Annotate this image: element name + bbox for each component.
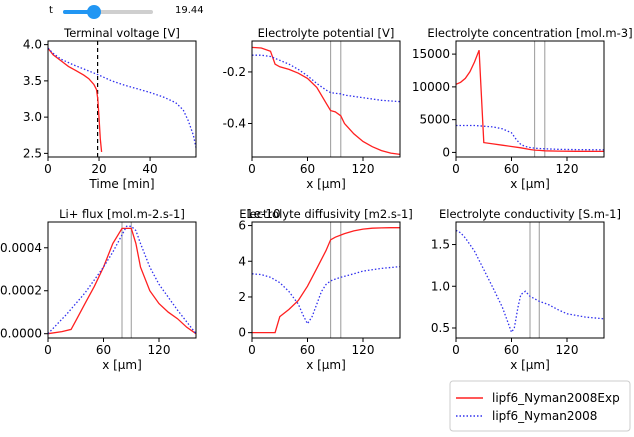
x-axis-label: x [μm] bbox=[102, 358, 142, 372]
subplot-title: Electrolyte potential [V] bbox=[258, 26, 395, 40]
y-tick-label: 0 bbox=[238, 326, 246, 340]
x-tick-label: 120 bbox=[352, 343, 375, 357]
y-tick-label: 3.5 bbox=[23, 74, 42, 88]
axes-frame bbox=[251, 40, 401, 158]
x-tick-label: 0 bbox=[452, 162, 460, 176]
x-axis-label: x [μm] bbox=[510, 177, 550, 191]
x-tick-label: 0 bbox=[44, 162, 52, 176]
y-tick-label: 1.5 bbox=[431, 238, 450, 252]
x-tick-label: 60 bbox=[300, 162, 315, 176]
series-line-lipf6-nyman2008exp bbox=[251, 46, 401, 156]
x-axis-label: x [μm] bbox=[306, 358, 346, 372]
x-tick-label: 60 bbox=[504, 343, 519, 357]
subplot-6: Electrolyte conductivity [S.m-1] 0 60 120 0.… bbox=[431, 207, 621, 372]
y-tick-label: 0.0000 bbox=[0, 327, 42, 341]
subplot-title: Electrolyte diffusivity [m2.s-1] bbox=[239, 207, 413, 221]
y-tick-label: 0 bbox=[442, 145, 450, 159]
time-slider[interactable]: t 19.44 bbox=[0, 0, 220, 24]
time-slider-fill bbox=[63, 10, 94, 14]
subplot-3: Electrolyte concentration [mol.m-3] 0 60 12… bbox=[412, 26, 633, 191]
series-line-lipf6-nyman2008 bbox=[47, 225, 197, 335]
y-tick-label: 2 bbox=[238, 290, 246, 304]
axes-frame bbox=[455, 40, 605, 158]
y-tick-label: 4.0 bbox=[23, 38, 42, 52]
x-tick-label: 0 bbox=[452, 343, 460, 357]
subplot-title: Li+ flux [mol.m-2.s-1] bbox=[59, 207, 185, 221]
x-tick-label: 120 bbox=[148, 343, 171, 357]
x-tick-label: 40 bbox=[142, 162, 157, 176]
series-line-lipf6-nyman2008exp bbox=[455, 49, 605, 153]
axes-frame bbox=[47, 40, 197, 158]
x-axis-label: Time [min] bbox=[88, 177, 154, 191]
subplot-title: Electrolyte concentration [mol.m-3] bbox=[427, 26, 632, 40]
y-tick-label: 0.5 bbox=[431, 321, 450, 335]
series-line-lipf6-nyman2008 bbox=[251, 265, 401, 325]
subplot-1: Terminal voltage [V] 0 20 40 2.5 3.0 3.5 4.0 Tim… bbox=[23, 26, 197, 191]
series-line-lipf6-nyman2008exp bbox=[47, 227, 197, 335]
series-line-lipf6-nyman2008exp bbox=[252, 227, 400, 334]
x-tick-label: 60 bbox=[300, 343, 315, 357]
series-line-lipf6-nyman2008 bbox=[455, 229, 605, 334]
y-tick-label: 1.0 bbox=[431, 279, 450, 293]
subplot-title: Electrolyte conductivity [S.m-1] bbox=[439, 207, 621, 221]
y-tick-label: 10000 bbox=[412, 80, 450, 94]
legend-box bbox=[449, 380, 631, 432]
x-tick-label: 0 bbox=[248, 343, 256, 357]
x-tick-label: 20 bbox=[91, 162, 106, 176]
legend: lipf6_Nyman2008Exp lipf6_Nyman2008 bbox=[449, 380, 631, 432]
y-tick-label: 4 bbox=[238, 254, 246, 268]
x-tick-label: 0 bbox=[248, 162, 256, 176]
time-slider-label: t bbox=[49, 5, 53, 16]
y-tick-label: -0.4 bbox=[223, 116, 246, 130]
subplot-4: Li+ flux [mol.m-2.s-1] 0 60 120 0.0000 0.0002… bbox=[0, 207, 197, 372]
series-line-lipf6-nyman2008 bbox=[456, 124, 605, 151]
x-tick-label: 120 bbox=[556, 343, 579, 357]
x-axis-label: x [μm] bbox=[306, 177, 346, 191]
axis-offset-text: 1e-10 bbox=[246, 207, 281, 221]
y-tick-label: 6 bbox=[238, 219, 246, 233]
x-tick-label: 0 bbox=[44, 343, 52, 357]
time-slider-value: 19.44 bbox=[175, 5, 204, 16]
axes-frame bbox=[251, 221, 401, 339]
x-axis-label: x [μm] bbox=[510, 358, 550, 372]
y-tick-label: -0.2 bbox=[223, 65, 246, 79]
y-tick-label: 15000 bbox=[412, 47, 450, 61]
x-tick-label: 60 bbox=[504, 162, 519, 176]
y-tick-label: 3.0 bbox=[23, 110, 42, 124]
series-line-lipf6-nyman2008 bbox=[252, 54, 401, 103]
series-line-lipf6-nyman2008 bbox=[47, 47, 197, 148]
series-line-lipf6-nyman2008exp bbox=[47, 47, 103, 152]
y-tick-label: 0.0004 bbox=[0, 241, 42, 255]
y-tick-label: 5000 bbox=[419, 113, 450, 127]
y-tick-label: 2.5 bbox=[23, 146, 42, 160]
y-tick-label: 0.0002 bbox=[0, 284, 42, 298]
time-slider-thumb[interactable] bbox=[86, 5, 101, 19]
legend-label: lipf6_Nyman2008Exp bbox=[492, 391, 620, 405]
time-slider-track[interactable] bbox=[63, 10, 153, 14]
axes-frame bbox=[47, 221, 197, 339]
axes-frame bbox=[455, 221, 605, 339]
subplot-title: Terminal voltage [V] bbox=[63, 26, 180, 40]
legend-label: lipf6_Nyman2008 bbox=[492, 409, 597, 423]
x-tick-label: 60 bbox=[96, 343, 111, 357]
subplot-2: Electrolyte potential [V] 0 60 120 -0.2 -0.4 x… bbox=[223, 26, 401, 191]
x-tick-label: 120 bbox=[352, 162, 375, 176]
subplot-5: Electrolyte diffusivity [m2.s-1]1e-100 60… bbox=[238, 207, 412, 372]
x-tick-label: 120 bbox=[556, 162, 579, 176]
